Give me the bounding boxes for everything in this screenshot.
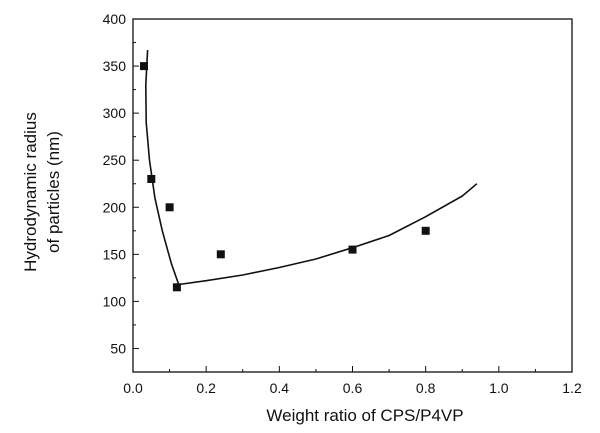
data-point	[216, 250, 225, 259]
y-tick-label: 250	[103, 152, 127, 168]
y-tick-label: 150	[103, 246, 127, 262]
y-tick-label: 350	[103, 58, 127, 74]
y-axis-label-line-1: Hydrodynamic radius	[21, 112, 40, 272]
x-tick-label: 0.8	[416, 380, 436, 396]
x-tick-label: 0.0	[123, 380, 143, 396]
y-tick-label: 200	[103, 199, 127, 215]
y-tick-label: 400	[103, 11, 127, 27]
y-tick-label: 300	[103, 105, 127, 121]
x-tick-label: 0.4	[270, 380, 290, 396]
series-layer	[140, 50, 478, 292]
data-point	[140, 62, 148, 71]
data-point	[147, 175, 156, 183]
y-tick-label: 50	[110, 340, 126, 356]
x-tick-label: 0.2	[196, 380, 216, 396]
y-axis-ticks: 50 100 150 200 250 300 350 400	[103, 11, 139, 356]
data-point	[421, 226, 430, 235]
data-point	[172, 283, 181, 292]
data-point	[165, 203, 174, 212]
x-tick-label: 1.2	[562, 380, 582, 396]
x-axis-ticks: 0.0 0.2 0.4 0.6 0.8 1.0 1.2	[123, 366, 582, 396]
y-tick-label: 100	[103, 293, 127, 309]
x-tick-label: 1.0	[489, 380, 509, 396]
fit-curve	[145, 50, 478, 286]
y-axis-label-line-2: of particles (nm)	[44, 131, 63, 253]
plot-border	[132, 18, 573, 373]
x-axis-label: Weight ratio of CPS/P4VP	[266, 406, 463, 425]
plot-frame	[132, 18, 573, 373]
data-point	[348, 245, 357, 254]
x-tick-label: 0.6	[343, 380, 363, 396]
